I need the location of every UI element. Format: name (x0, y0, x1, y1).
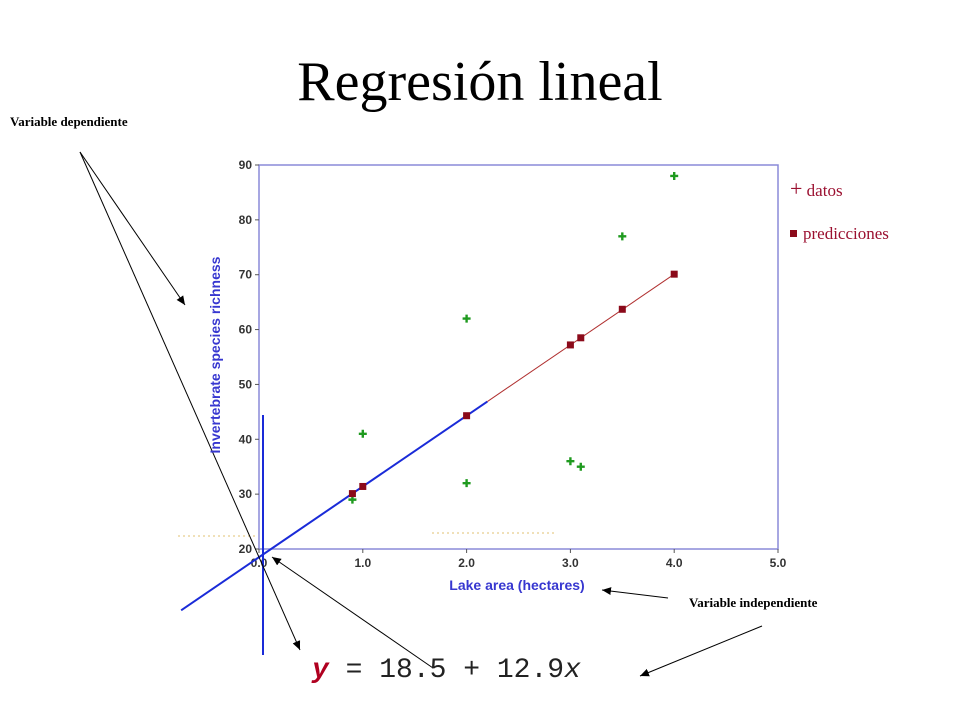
data-point-plus (576, 462, 585, 471)
prediction-point (566, 341, 574, 349)
prediction-point (618, 305, 626, 313)
legend-predictions: predicciones (790, 224, 889, 244)
equation-y: y (312, 655, 329, 686)
data-point-plus (618, 232, 627, 241)
data-point-plus (670, 171, 679, 180)
prediction-point (359, 482, 367, 490)
regression-equation: y = 18.5 + 12.9x (312, 655, 581, 686)
y-tick-label: 70 (239, 268, 253, 282)
data-point-plus (462, 479, 471, 488)
x-tick-label: 4.0 (666, 556, 683, 570)
legend-square-icon (790, 230, 797, 237)
x-tick-label: 5.0 (770, 556, 787, 570)
dependent-arrow-to-axis (79, 151, 186, 306)
y-tick-label: 80 (239, 213, 253, 227)
equation-x: x (564, 655, 581, 686)
prediction-point (463, 412, 471, 420)
prediction-point (670, 270, 678, 278)
x-axis-label: Lake area (hectares) (449, 577, 584, 593)
legend-plus-icon: + (790, 176, 803, 201)
independent-arrow-to-equation (639, 625, 763, 677)
y-tick-label: 50 (239, 377, 253, 391)
data-point-plus (462, 314, 471, 323)
x-tick-label: 3.0 (562, 556, 579, 570)
legend-data: + datos (790, 176, 843, 202)
plot-frame (258, 164, 779, 550)
legend-pred-label: predicciones (803, 224, 889, 243)
prediction-point (348, 490, 356, 498)
page-title: Regresión lineal (297, 51, 663, 113)
legend-data-label: datos (806, 181, 843, 200)
equation-arrow-to-intercept (271, 556, 434, 669)
y-tick-label: 60 (239, 323, 253, 337)
y-tick-label: 40 (239, 432, 253, 446)
independent-arrow-to-axis (601, 587, 669, 599)
independent-variable-annotation: Variable independiente (689, 595, 818, 610)
dependent-variable-annotation: Variable dependiente (10, 114, 128, 129)
y-tick-label: 30 (239, 487, 253, 501)
prediction-point (577, 334, 585, 342)
regression-line-extended (180, 400, 488, 612)
y-tick-label: 20 (239, 542, 253, 556)
y-axis-label: Invertebrate species richness (207, 256, 223, 453)
dependent-arrow-to-equation (79, 151, 301, 651)
y-tick-label: 90 (239, 158, 253, 172)
equation-rest: = 18.5 + 12.9 (328, 655, 565, 686)
x-tick-label: 2.0 (458, 556, 475, 570)
x-tick-label: 1.0 (354, 556, 371, 570)
data-point-plus (358, 429, 367, 438)
data-point-plus (566, 457, 575, 466)
